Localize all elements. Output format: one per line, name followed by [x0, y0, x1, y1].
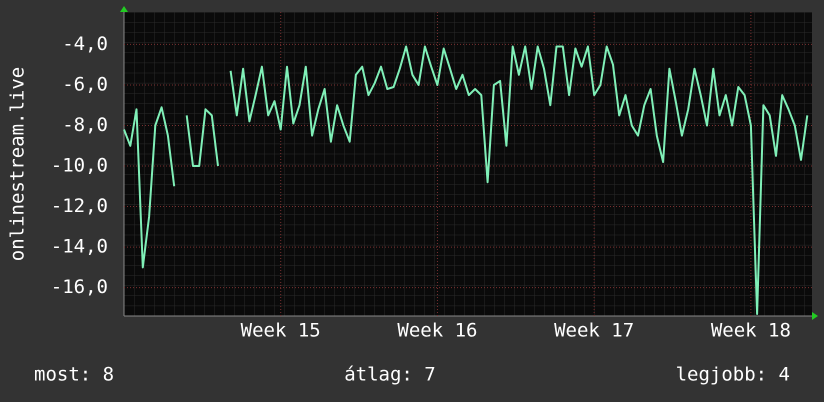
y-tick-label: -4,0 [62, 33, 108, 55]
y-axis-label: onlinestream.live [7, 67, 29, 261]
stat-label: átlag: 7 [344, 364, 436, 386]
stat-label: most: 8 [34, 364, 114, 386]
x-tick-label: Week 18 [711, 320, 791, 342]
y-tick-label: -12,0 [51, 195, 108, 217]
y-arrow [120, 6, 128, 12]
data-line [123, 45, 809, 315]
minor-grid [124, 12, 812, 316]
y-tick-label: -14,0 [51, 236, 108, 258]
y-tick-label: -8,0 [62, 114, 108, 136]
stat-label: legjobb: 4 [676, 364, 790, 386]
y-tick-label: -16,0 [51, 276, 108, 298]
x-tick-label: Week 17 [554, 320, 634, 342]
y-tick-label: -10,0 [51, 155, 108, 177]
x-arrow [812, 312, 818, 320]
x-tick-label: Week 16 [397, 320, 477, 342]
y-tick-label: -6,0 [62, 73, 108, 95]
x-tick-label: Week 15 [241, 320, 321, 342]
